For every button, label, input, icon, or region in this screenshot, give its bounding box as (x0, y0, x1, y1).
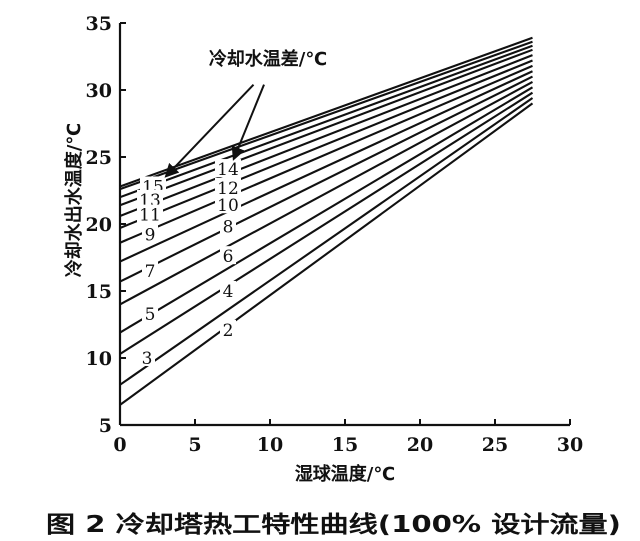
curve-label-8: 8 (223, 218, 234, 238)
series-line-3 (119, 97, 534, 386)
legend-title: 冷却水温差/℃ (209, 48, 327, 70)
curves (119, 36, 534, 406)
series-line-15 (119, 36, 533, 188)
curve-label-10: 10 (217, 196, 239, 216)
curve-label-bg-7 (142, 260, 158, 279)
x-tick-label-25: 25 (482, 434, 508, 456)
y-tick-label-20: 20 (86, 214, 112, 236)
series-line-7 (119, 75, 533, 283)
y-tick-label-15: 15 (86, 281, 112, 303)
y-axis-label: 冷却水出水温度/℃ (63, 123, 85, 277)
x-tick-label-15: 15 (332, 434, 358, 456)
series-line-5 (119, 86, 534, 334)
y-tick-label-30: 30 (86, 80, 112, 102)
series-line-4 (119, 91, 534, 355)
x-tick-label-10: 10 (257, 434, 283, 456)
y-tick-label-10: 10 (86, 348, 112, 370)
curve-label-12: 12 (217, 179, 239, 199)
x-axis-label: 湿球温度/℃ (295, 463, 395, 485)
curve-label-bg-14 (215, 159, 241, 178)
annotation-arrow-1 (164, 83, 255, 178)
curve-label-bg-6 (220, 246, 236, 265)
curve-label-4: 4 (223, 282, 234, 302)
figure-caption: 图 2 冷却塔热工特性曲线(100% 设计流量) (46, 511, 621, 538)
curve-label-5: 5 (145, 305, 156, 325)
x-tick-label-5: 5 (188, 434, 201, 456)
curve-label-bg-12 (215, 177, 241, 196)
series-line-9 (119, 64, 533, 244)
curve-label-2: 2 (223, 321, 234, 341)
x-tick-label-20: 20 (407, 434, 433, 456)
curve-label-14: 14 (217, 160, 239, 180)
curve-label-bg-10 (215, 195, 241, 214)
curve-label-bg-3 (139, 348, 155, 366)
curve-label-9: 9 (145, 226, 156, 246)
curve-label-7: 7 (145, 262, 156, 282)
curve-label-bg-13 (137, 189, 163, 208)
curve-label-3: 3 (142, 349, 153, 369)
series-line-14 (119, 40, 533, 191)
curve-label-bg-2 (220, 319, 236, 338)
x-tick-label-0: 0 (113, 434, 126, 456)
annotation-arrow-2 (231, 84, 265, 161)
series-line-13 (119, 44, 533, 199)
curve-label-11: 11 (139, 206, 161, 226)
curve-label-bg-11 (137, 204, 163, 223)
series-line-6 (119, 81, 533, 306)
curve-label-bg-5 (142, 303, 158, 322)
x-tick-label-30: 30 (557, 434, 583, 456)
annotations (164, 83, 265, 178)
curve-label-bg-8 (220, 216, 236, 235)
y-tick-label-25: 25 (86, 147, 112, 169)
series-line-10 (119, 59, 533, 229)
series-line-11 (119, 54, 533, 217)
curve-label-bg-4 (220, 281, 236, 299)
series-line-2 (119, 102, 534, 406)
series-line-12 (119, 48, 533, 207)
series-line-8 (119, 70, 533, 263)
y-tick-label-35: 35 (86, 13, 112, 35)
curve-label-6: 6 (223, 247, 234, 267)
curve-label-bg-9 (142, 224, 158, 243)
y-tick-label-5: 5 (99, 415, 112, 437)
